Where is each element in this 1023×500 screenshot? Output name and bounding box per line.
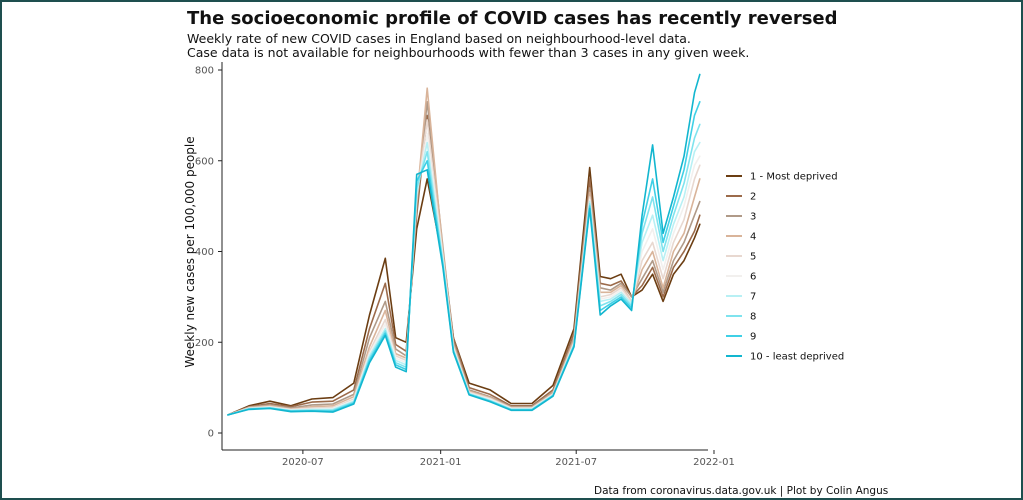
series-line-4 (227, 87, 701, 416)
x-tick-label-2022-01: 2022-01 (693, 457, 735, 468)
legend-label-4: 4 (750, 232, 756, 243)
series-line-2 (227, 114, 701, 416)
y-tick-label-800: 800 (195, 66, 214, 77)
x-tick-label-2021-01: 2021-01 (420, 457, 462, 468)
y-tick-label-200: 200 (195, 338, 214, 349)
series-line-1 (227, 166, 701, 416)
legend-label-8: 8 (750, 312, 756, 323)
subtitle-line-2: Case data is not available for neighbour… (187, 45, 750, 60)
y-tick-label-600: 600 (195, 156, 214, 167)
legend-label-9: 9 (750, 332, 756, 343)
y-tick-label-400: 400 (195, 247, 214, 258)
chart-caption: Data from coronavirus.data.gov.uk | Plot… (594, 485, 889, 497)
legend-label-5: 5 (750, 252, 756, 263)
chart-title: The socioeconomic profile of COVID cases… (187, 8, 838, 29)
subtitle-line-1: Weekly rate of new COVID cases in Englan… (187, 31, 691, 46)
series-line-3 (227, 101, 701, 416)
series-line-10 (227, 73, 701, 416)
legend-label-10: 10 - least deprived (750, 352, 844, 363)
legend-label-3: 3 (750, 212, 756, 223)
series-line-5 (227, 119, 701, 416)
legend-label-1: 1 - Most deprived (750, 172, 838, 183)
y-tick-label-0: 0 (208, 429, 214, 440)
series-line-6 (227, 132, 701, 416)
legend-label-6: 6 (750, 272, 756, 283)
x-tick-label-2021-07: 2021-07 (555, 457, 597, 468)
x-tick-label-2020-07: 2020-07 (282, 457, 324, 468)
chart-subtitle: Weekly rate of new COVID cases in Englan… (187, 32, 749, 60)
y-axis-title: Weekly new cases per 100,000 people (183, 136, 197, 367)
legend-label-2: 2 (750, 192, 756, 203)
legend-label-7: 7 (750, 292, 756, 303)
